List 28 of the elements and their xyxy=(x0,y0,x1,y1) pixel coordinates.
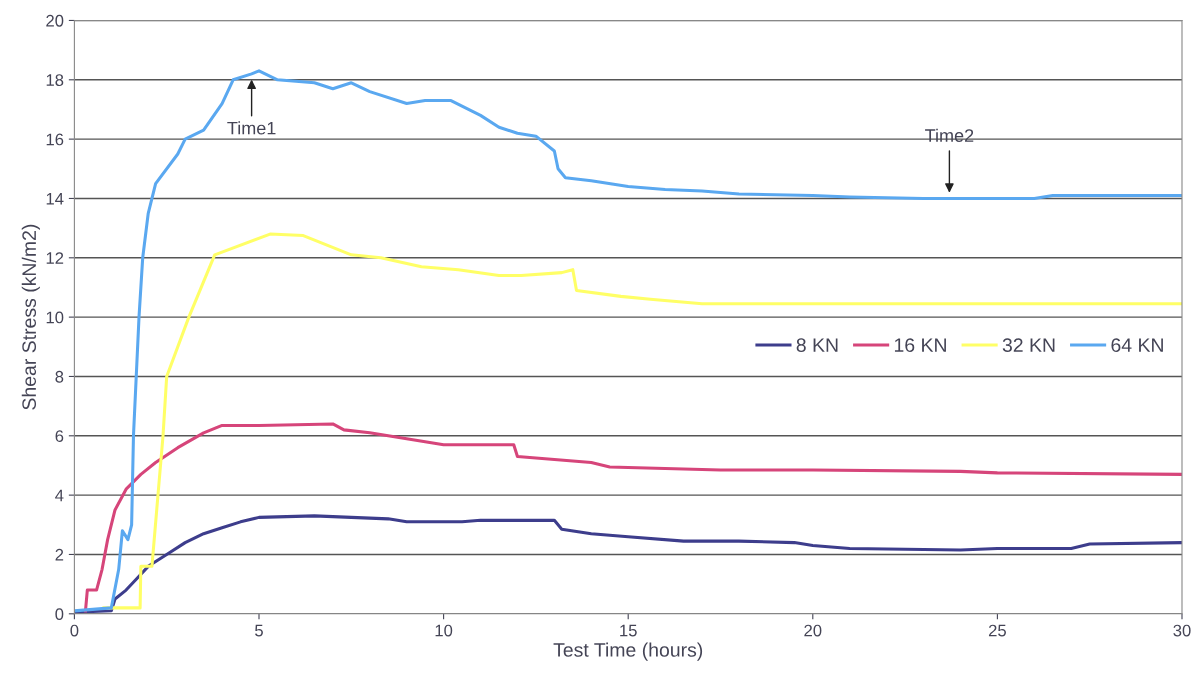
line-series xyxy=(102,232,1182,610)
x-tick-label: 15 xyxy=(620,624,637,637)
y-tick-label: 16 xyxy=(46,133,64,146)
y-tick-label: 14 xyxy=(46,193,64,205)
line-series xyxy=(83,422,1182,613)
x-axis-title: Test Time (hours) xyxy=(553,642,703,661)
legend-label: 16 KN xyxy=(894,338,946,353)
x-tick-label: 10 xyxy=(435,624,453,637)
annotation: Time1 xyxy=(227,121,276,135)
legend-label: 64 KN xyxy=(1111,338,1163,353)
y-tick-label: 2 xyxy=(55,548,64,561)
x-tick-label: 20 xyxy=(804,624,822,637)
y-axis-title: Shear Stress (kN/m2) xyxy=(21,224,40,410)
x-tick-label: 5 xyxy=(255,624,263,637)
x-tick-label: 25 xyxy=(988,624,1006,637)
annotation: Time2 xyxy=(925,128,974,142)
y-tick-label: 0 xyxy=(55,608,64,620)
legend-label: 8 KN xyxy=(796,338,838,353)
legend-label: 32 KN xyxy=(1002,338,1055,353)
y-tick-label: 18 xyxy=(46,74,64,86)
y-tick-label: 12 xyxy=(46,252,64,264)
y-tick-label: 4 xyxy=(55,489,64,502)
x-tick-label: 0 xyxy=(70,624,79,637)
y-tick-label: 6 xyxy=(55,430,64,442)
x-tick-label: 30 xyxy=(1173,624,1191,637)
y-tick-label: 10 xyxy=(46,311,64,324)
y-tick-label: 20 xyxy=(46,14,64,27)
y-tick-label: 8 xyxy=(55,370,64,383)
